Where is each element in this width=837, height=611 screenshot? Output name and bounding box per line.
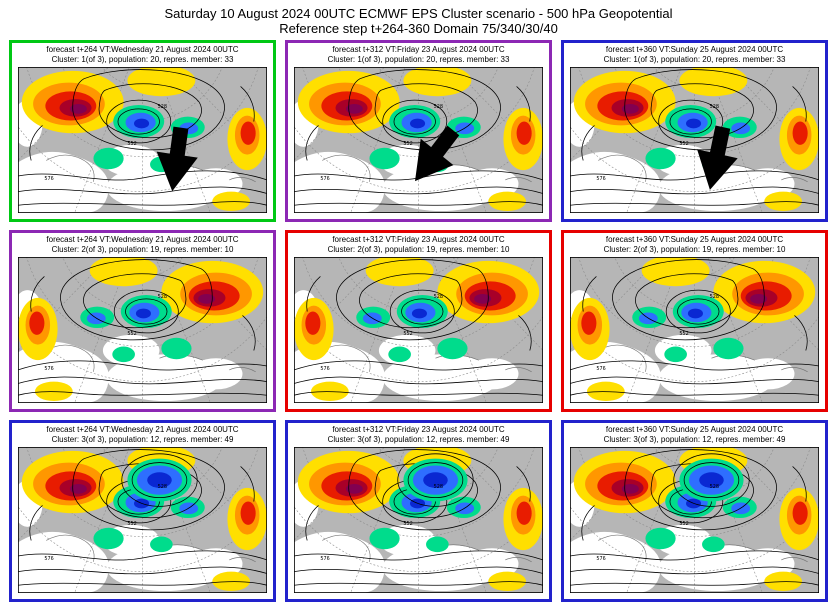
cluster-info-label: Cluster: 3(of 3), population: 12, repres… (603, 435, 786, 444)
panel-header: forecast t+264 VT:Wednesday 21 August 20… (12, 43, 273, 65)
cluster-panel-r1c2: forecast t+312 VT:Friday 23 August 2024 … (285, 40, 552, 222)
geopotential-map (294, 447, 543, 593)
map-figure (294, 447, 543, 593)
cluster-info-label: Cluster: 1(of 3), population: 20, repres… (327, 55, 510, 64)
map-figure (570, 447, 819, 593)
panel-header: forecast t+312 VT:Friday 23 August 2024 … (288, 43, 549, 65)
cluster-info-label: Cluster: 3(of 3), population: 12, repres… (51, 435, 234, 444)
cluster-panel-r2c3: forecast t+360 VT:Sunday 25 August 2024 … (561, 230, 828, 412)
map-figure (294, 257, 543, 403)
geopotential-map (570, 257, 819, 403)
cluster-info-label: Cluster: 1(of 3), population: 20, repres… (603, 55, 786, 64)
map-figure (18, 257, 267, 403)
forecast-step-label: forecast t+264 VT:Wednesday 21 August 20… (46, 235, 239, 244)
cluster-panel-r1c1: forecast t+264 VT:Wednesday 21 August 20… (9, 40, 276, 222)
panel-header: forecast t+360 VT:Sunday 25 August 2024 … (564, 233, 825, 255)
cluster-panel-r3c1: forecast t+264 VT:Wednesday 21 August 20… (9, 420, 276, 602)
title-line-1: Saturday 10 August 2024 00UTC ECMWF EPS … (164, 6, 673, 21)
cluster-panel-r3c3: forecast t+360 VT:Sunday 25 August 2024 … (561, 420, 828, 602)
cluster-panel-r2c1: forecast t+264 VT:Wednesday 21 August 20… (9, 230, 276, 412)
geopotential-map (570, 447, 819, 593)
map-figure (18, 447, 267, 593)
geopotential-map (294, 257, 543, 403)
geopotential-map (18, 257, 267, 403)
title-line-2: Reference step t+264-360 Domain 75/340/3… (279, 21, 558, 36)
forecast-step-label: forecast t+360 VT:Sunday 25 August 2024 … (605, 235, 784, 244)
geopotential-map (18, 67, 267, 213)
cluster-info-label: Cluster: 2(of 3), population: 19, repres… (603, 245, 786, 254)
panel-header: forecast t+312 VT:Friday 23 August 2024 … (288, 423, 549, 445)
forecast-step-label: forecast t+264 VT:Wednesday 21 August 20… (46, 425, 239, 434)
forecast-step-label: forecast t+312 VT:Friday 23 August 2024 … (332, 425, 505, 434)
forecast-step-label: forecast t+312 VT:Friday 23 August 2024 … (332, 235, 505, 244)
cluster-panel-r3c2: forecast t+312 VT:Friday 23 August 2024 … (285, 420, 552, 602)
forecast-step-label: forecast t+360 VT:Sunday 25 August 2024 … (605, 45, 784, 54)
map-figure (570, 257, 819, 403)
cluster-panel-r2c2: forecast t+312 VT:Friday 23 August 2024 … (285, 230, 552, 412)
map-figure (294, 67, 543, 213)
geopotential-map (294, 67, 543, 213)
chart-title: Saturday 10 August 2024 00UTC ECMWF EPS … (0, 0, 837, 36)
panel-header: forecast t+360 VT:Sunday 25 August 2024 … (564, 43, 825, 65)
panel-header: forecast t+312 VT:Friday 23 August 2024 … (288, 233, 549, 255)
forecast-step-label: forecast t+312 VT:Friday 23 August 2024 … (332, 45, 505, 54)
geopotential-map (570, 67, 819, 213)
forecast-step-label: forecast t+360 VT:Sunday 25 August 2024 … (605, 425, 784, 434)
cluster-info-label: Cluster: 2(of 3), population: 19, repres… (327, 245, 510, 254)
map-figure (18, 67, 267, 213)
cluster-panel-r1c3: forecast t+360 VT:Sunday 25 August 2024 … (561, 40, 828, 222)
panel-header: forecast t+264 VT:Wednesday 21 August 20… (12, 233, 273, 255)
panel-header: forecast t+360 VT:Sunday 25 August 2024 … (564, 423, 825, 445)
forecast-step-label: forecast t+264 VT:Wednesday 21 August 20… (46, 45, 239, 54)
cluster-info-label: Cluster: 3(of 3), population: 12, repres… (327, 435, 510, 444)
geopotential-map (18, 447, 267, 593)
map-figure (570, 67, 819, 213)
panel-header: forecast t+264 VT:Wednesday 21 August 20… (12, 423, 273, 445)
cluster-info-label: Cluster: 2(of 3), population: 19, repres… (51, 245, 234, 254)
panel-grid: forecast t+264 VT:Wednesday 21 August 20… (0, 36, 837, 602)
cluster-info-label: Cluster: 1(of 3), population: 20, repres… (51, 55, 234, 64)
